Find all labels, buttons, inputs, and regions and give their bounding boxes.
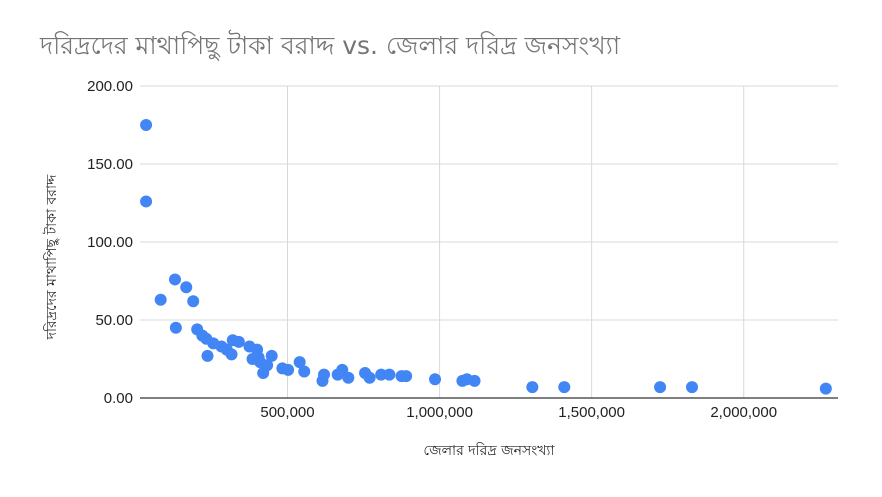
y-axis-label: দরিদ্রদের মাথাপিছু টাকা বরাদ্দ [43, 174, 60, 340]
grid-lines [140, 85, 838, 398]
x-tick-label: 1,000,000 [406, 404, 473, 421]
data-point [140, 119, 153, 131]
x-tick-label: 2,000,000 [710, 404, 777, 421]
data-point [819, 382, 832, 395]
data-point [686, 381, 699, 394]
data-point [154, 293, 167, 306]
data-point [526, 381, 539, 394]
x-tick-label: 1,500,000 [558, 404, 625, 421]
data-point [140, 195, 153, 208]
data-point [169, 321, 182, 334]
data-point [654, 381, 667, 394]
data-point [265, 349, 278, 362]
data-point [293, 356, 306, 369]
data-point [187, 295, 200, 308]
data-point [318, 368, 331, 381]
data-point [400, 370, 413, 383]
data-point [225, 348, 238, 361]
data-point [298, 365, 311, 378]
data-point [282, 363, 295, 376]
y-tick-label: 150.00 [87, 156, 133, 173]
data-point [168, 273, 181, 286]
y-tick-label: 0.00 [104, 390, 133, 407]
data-point [261, 359, 274, 372]
data-point [363, 371, 376, 384]
data-point [232, 335, 245, 348]
data-point [558, 381, 571, 394]
data-points [140, 119, 832, 395]
y-tick-label: 200.00 [87, 78, 133, 95]
data-point [342, 371, 355, 384]
x-axis-label: জেলার দরিদ্র জনসংখ্যা [423, 442, 555, 459]
y-tick-label: 50.00 [95, 312, 133, 329]
y-tick-label: 100.00 [87, 234, 133, 251]
data-point [429, 373, 442, 386]
y-axis-ticks: 0.00 50.00 100.00 150.00 200.00 [87, 78, 133, 407]
x-tick-label: 500,000 [260, 404, 314, 421]
data-point [201, 349, 214, 362]
data-point [375, 368, 388, 381]
x-axis-ticks: 500,000 1,000,000 1,500,000 2,000,000 [260, 404, 777, 421]
data-point [383, 368, 396, 381]
data-point [468, 374, 481, 387]
chart-title: দরিদ্রদের মাথাপিছু টাকা বরাদ্দ vs. জেলার… [40, 31, 621, 60]
data-point [180, 281, 193, 294]
